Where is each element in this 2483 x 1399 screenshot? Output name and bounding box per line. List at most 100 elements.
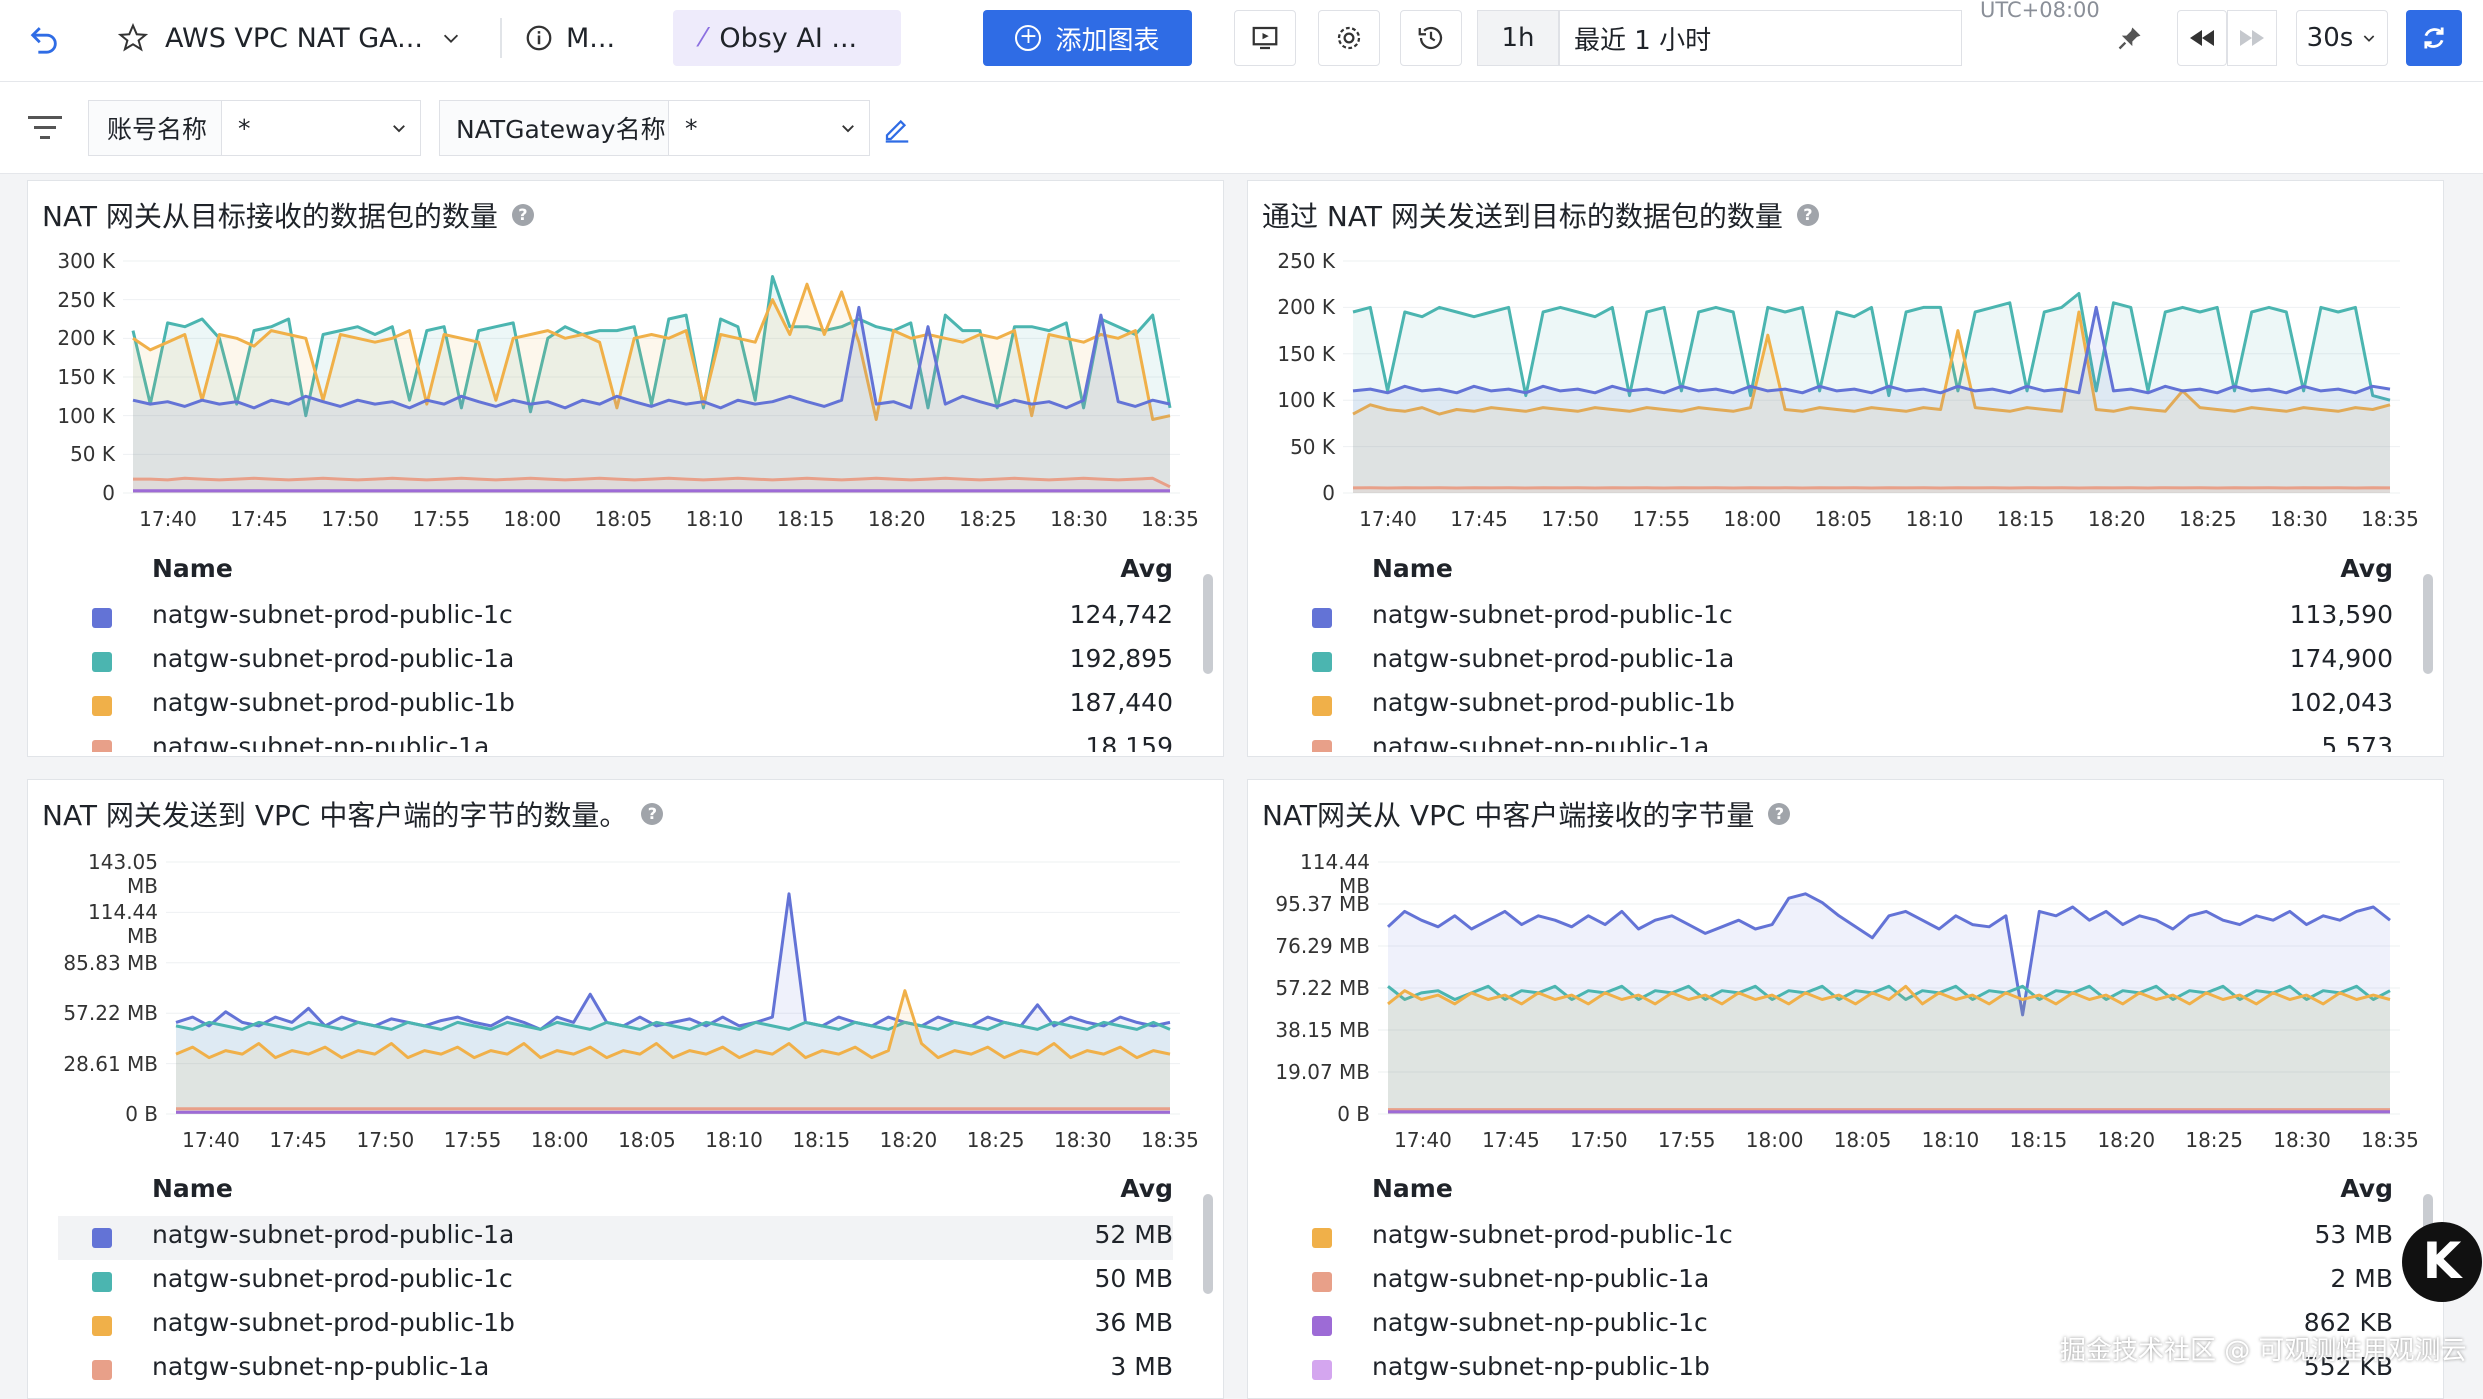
chart-panel[interactable]: NAT网关从 VPC 中客户端接收的字节量? 114.44 MB 95.37 MB 7…	[1247, 779, 2444, 1399]
y-tick-label: 95.37 MB	[1275, 892, 1370, 916]
help-icon[interactable]: ?	[1768, 803, 1791, 825]
series-line[interactable]	[175, 989, 1171, 1060]
help-icon[interactable]: ?	[641, 803, 664, 825]
legend-row[interactable]: natgw-subnet-prod-public-1c 124,742	[58, 596, 1173, 640]
info-icon[interactable]	[524, 10, 556, 66]
legend-series-name: natgw-subnet-prod-public-1a	[1372, 644, 1735, 673]
series-line[interactable]	[1352, 292, 2391, 402]
series-line[interactable]	[1387, 984, 2391, 1001]
chevron-down-icon[interactable]	[440, 10, 470, 66]
x-tick-label: 18:30	[2270, 507, 2328, 531]
legend-row[interactable]: natgw-subnet-np-public-1a 2 MB	[1278, 1260, 2393, 1304]
time-range-picker[interactable]: 最近 1 小时	[1559, 10, 1962, 66]
legend-row[interactable]: natgw-subnet-np-public-1a 18,159	[58, 728, 1173, 752]
legend-header-name[interactable]: Name	[1372, 554, 1453, 583]
legend-row[interactable]: natgw-subnet-prod-public-1b 102,043	[1278, 684, 2393, 728]
refresh-button[interactable]	[2406, 10, 2462, 66]
legend-scrollbar[interactable]	[1203, 574, 1213, 674]
legend-row[interactable]: natgw-subnet-prod-public-1a 52 MB	[58, 1216, 1173, 1260]
legend-header-name[interactable]: Name	[152, 554, 233, 583]
legend-header-avg[interactable]: Avg	[1120, 1174, 1173, 1203]
add-chart-button[interactable]: + 添加图表	[983, 10, 1192, 66]
legend-row[interactable]: natgw-subnet-prod-public-1c 53 MB	[1278, 1216, 2393, 1260]
series-line[interactable]	[1387, 984, 2391, 1006]
info-label[interactable]: M...	[566, 22, 616, 54]
series-area	[133, 284, 1170, 493]
pin-icon[interactable]	[2116, 10, 2148, 66]
legend-row[interactable]: natgw-subnet-prod-public-1a 174,900	[1278, 640, 2393, 684]
chart-legend: Name Avg natgw-subnet-prod-public-1c 113,59…	[1278, 554, 2393, 752]
y-tick-label: 28.61 MB	[63, 1051, 158, 1076]
series-line[interactable]	[1386, 892, 2391, 1017]
y-tick-label: 57.22 MB	[1275, 976, 1370, 1000]
legend-scrollbar[interactable]	[1203, 1194, 1213, 1294]
legend-row[interactable]: natgw-subnet-prod-public-1b 36 MB	[58, 1304, 1173, 1348]
help-icon[interactable]: ?	[1796, 204, 1819, 226]
back-icon[interactable]	[22, 10, 66, 66]
legend-swatch	[1312, 1272, 1332, 1292]
series-line[interactable]	[132, 305, 1171, 410]
legend-series-avg: 102,043	[2289, 688, 2393, 717]
panel-title: NAT 网关发送到 VPC 中客户端的字节的数量。?	[42, 794, 664, 834]
legend-header: Name Avg	[58, 1174, 1173, 1214]
edit-pencil-icon[interactable]	[882, 114, 912, 148]
chart-panel[interactable]: 通过 NAT 网关发送到目标的数据包的数量? 250 K 200 K 150 K 100…	[1247, 180, 2444, 757]
legend-swatch	[1312, 1360, 1332, 1380]
legend-series-name: natgw-subnet-prod-public-1a	[152, 644, 515, 673]
legend-row[interactable]: natgw-subnet-np-public-1b 552 KB	[1278, 1348, 2393, 1392]
y-tick-label: 57.22 MB	[63, 1001, 158, 1026]
obsy-ai-button[interactable]: ⁄ Obsy AI ...	[673, 10, 901, 66]
x-tick-label: 18:15	[792, 1128, 851, 1152]
legend-row[interactable]: natgw-subnet-np-public-1a 3 MB	[58, 1348, 1173, 1392]
legend-row[interactable]: natgw-subnet-prod-public-1c 50 MB	[58, 1260, 1173, 1304]
dashboard-title[interactable]: AWS VPC NAT GA...	[165, 22, 423, 54]
legend-header-avg[interactable]: Avg	[2340, 554, 2393, 583]
chart-plot-area[interactable]	[1248, 780, 2445, 1124]
chart-panel[interactable]: NAT 网关从目标接收的数据包的数量? 300 K 250 K 200 K 150 K 1…	[27, 180, 1224, 757]
chart-plot-area[interactable]	[1248, 181, 2445, 503]
legend-row[interactable]: natgw-subnet-prod-public-1c 113,590	[1278, 596, 2393, 640]
history-icon[interactable]	[1400, 10, 1462, 66]
legend-header-name[interactable]: Name	[152, 1174, 233, 1203]
settings-gear-icon[interactable]	[1318, 10, 1380, 66]
panel-title: 通过 NAT 网关发送到目标的数据包的数量?	[1262, 195, 1819, 235]
account-filter-select[interactable]: *	[221, 100, 421, 156]
rewind-icon[interactable]	[2177, 10, 2227, 66]
y-tick-label: 0 B	[1337, 1102, 1370, 1126]
legend-row[interactable]: natgw-subnet-np-public-1c 862 KB	[1278, 1304, 2393, 1348]
fast-forward-icon[interactable]	[2227, 10, 2277, 66]
refresh-interval-select[interactable]: 30s	[2296, 10, 2388, 66]
legend-series-avg: 50 MB	[1094, 1264, 1173, 1293]
series-line[interactable]	[132, 282, 1171, 421]
avatar[interactable]: K	[2402, 1222, 2482, 1302]
chart-plot-area[interactable]	[28, 780, 1225, 1124]
y-tick-label: 150 K	[1277, 341, 1335, 366]
series-line[interactable]	[175, 1020, 1171, 1031]
legend-series-avg: 52 MB	[1094, 1220, 1173, 1249]
help-icon[interactable]: ?	[511, 204, 534, 226]
fullscreen-icon[interactable]	[1234, 10, 1296, 66]
legend-series-avg: 5,573	[2321, 732, 2393, 752]
y-tick-label: 143.05 MB	[88, 850, 158, 898]
y-tick-label: 150 K	[57, 365, 115, 389]
legend-header-name[interactable]: Name	[1372, 1174, 1453, 1203]
natgw-filter-select[interactable]: *	[668, 100, 870, 156]
legend-header-avg[interactable]: Avg	[1120, 554, 1173, 583]
legend-scrollbar[interactable]	[2423, 574, 2433, 674]
series-line[interactable]	[1352, 305, 2391, 395]
legend-row[interactable]: natgw-subnet-np-public-1a 5,573	[1278, 728, 2393, 752]
y-tick-label: 50 K	[1290, 434, 1335, 459]
account-filter-label: 账号名称	[88, 100, 222, 156]
legend-row[interactable]: natgw-subnet-prod-public-1b 187,440	[58, 684, 1173, 728]
legend-header-avg[interactable]: Avg	[2340, 1174, 2393, 1203]
chart-plot-area[interactable]	[28, 181, 1225, 503]
star-icon[interactable]	[118, 10, 152, 66]
filter-icon[interactable]	[28, 114, 62, 146]
range-quick-button[interactable]: 1h	[1477, 10, 1559, 66]
legend-swatch	[92, 1272, 112, 1292]
series-line[interactable]	[1352, 310, 2391, 416]
legend-row[interactable]: natgw-subnet-prod-public-1a 192,895	[58, 640, 1173, 684]
chart-panel[interactable]: NAT 网关发送到 VPC 中客户端的字节的数量。? 143.05 MB 114.4…	[27, 779, 1224, 1399]
series-line[interactable]	[133, 476, 1171, 489]
series-line[interactable]	[175, 892, 1171, 1031]
